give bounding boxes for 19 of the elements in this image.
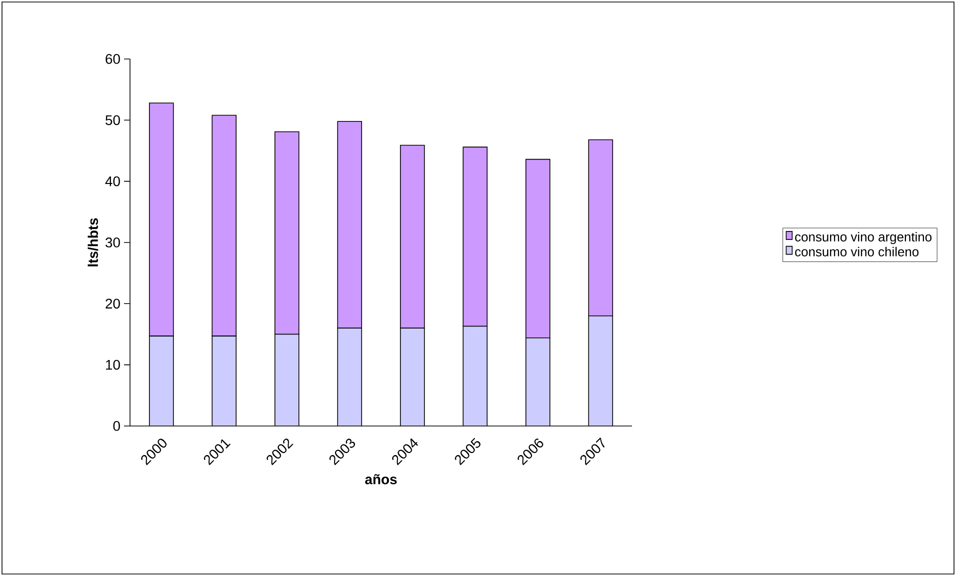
bar xyxy=(526,338,550,426)
y-tick-label: 0 xyxy=(113,421,120,431)
x-axis-title: años xyxy=(365,474,397,484)
y-tick-label: 10 xyxy=(106,360,120,370)
bar xyxy=(212,336,236,426)
bar xyxy=(400,328,424,426)
y-tick-label: 50 xyxy=(106,115,120,126)
bar xyxy=(149,336,174,426)
legend-label: consumo vino argentino xyxy=(795,232,932,244)
bar xyxy=(463,326,488,426)
y-tick-label: 20 xyxy=(106,298,120,309)
y-tick-label: 30 xyxy=(106,238,120,248)
y-tick-label: 60 xyxy=(106,54,120,64)
bar xyxy=(274,334,299,426)
bar xyxy=(338,328,362,426)
legend-label: consumo vino chileno xyxy=(795,246,919,256)
y-tick-label: 40 xyxy=(105,176,120,186)
bar xyxy=(588,315,614,426)
y-axis-title: lts/hbts xyxy=(88,218,98,266)
